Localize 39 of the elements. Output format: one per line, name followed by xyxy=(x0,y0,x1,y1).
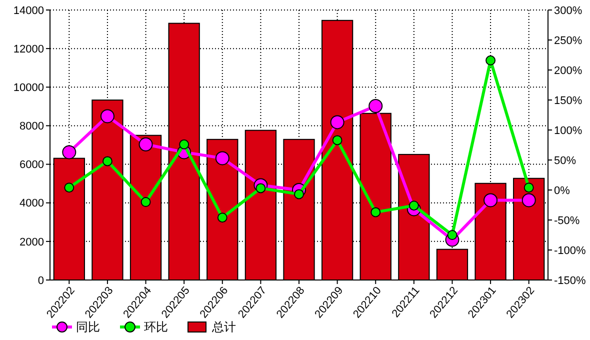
point xyxy=(368,99,383,113)
point xyxy=(370,207,381,218)
point xyxy=(484,193,498,208)
y2-tick-label: 150% xyxy=(554,94,582,107)
point xyxy=(140,197,151,207)
point xyxy=(100,109,114,124)
y2-tick-label: 0% xyxy=(554,184,570,197)
point xyxy=(330,115,344,130)
y-tick-label: 8000 xyxy=(20,120,44,133)
y-tick-label: 6000 xyxy=(20,159,44,172)
y2-tick-label: -50% xyxy=(554,214,580,227)
y-tick-label: 12000 xyxy=(13,43,44,56)
y-tick-label: 0 xyxy=(38,274,44,287)
y-tick-label: 14000 xyxy=(13,4,44,17)
y2-tick-label: 300% xyxy=(554,4,582,17)
point xyxy=(217,212,228,223)
y-tick-label: 4000 xyxy=(20,198,44,210)
y2-tick-label: -150% xyxy=(554,274,586,287)
legend-label: 同比 xyxy=(76,320,100,334)
y2-tick-label: 200% xyxy=(554,64,582,77)
point xyxy=(522,193,536,208)
y2-tick-label: 50% xyxy=(554,154,576,167)
y2-tick-label: -100% xyxy=(554,244,586,257)
point xyxy=(62,145,76,160)
point xyxy=(215,151,230,166)
point xyxy=(138,137,153,152)
y2-tick-label: 250% xyxy=(554,34,582,47)
y-tick-label: 10000 xyxy=(13,82,44,94)
point xyxy=(64,182,74,193)
legend-label: 总计 xyxy=(211,320,236,334)
point xyxy=(102,156,112,166)
y2-tick-label: 100% xyxy=(554,124,582,137)
point xyxy=(332,135,342,146)
point xyxy=(447,230,458,240)
point xyxy=(179,139,190,150)
y-tick-label: 2000 xyxy=(20,236,44,248)
point xyxy=(524,182,534,193)
legend-label: 环比 xyxy=(144,320,168,334)
point xyxy=(486,55,496,66)
